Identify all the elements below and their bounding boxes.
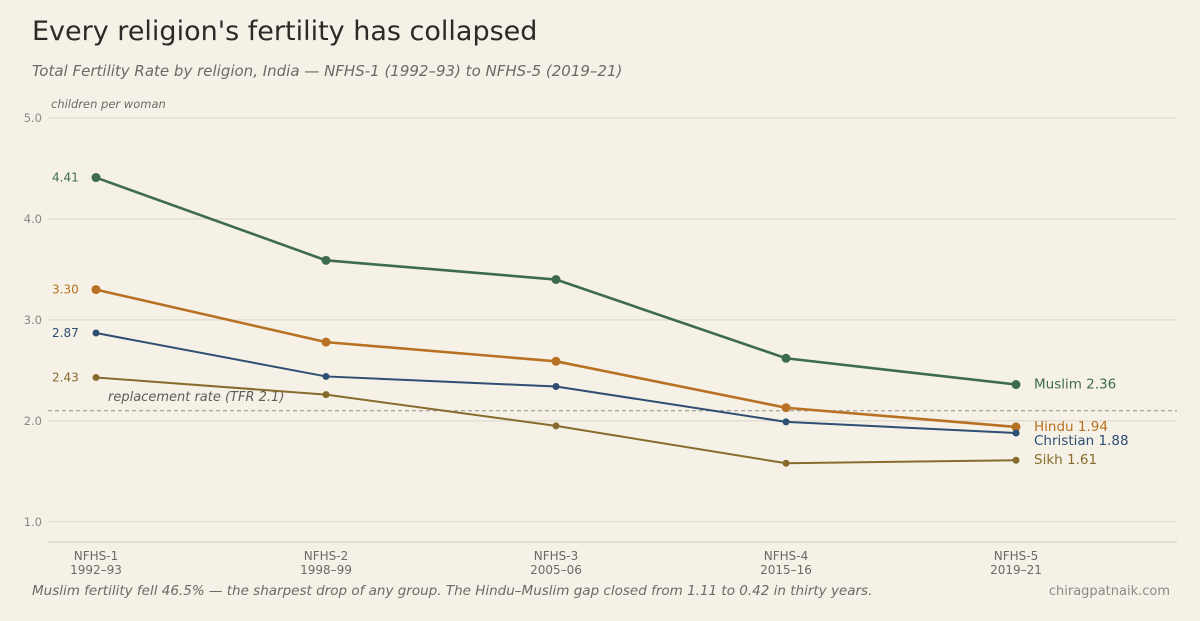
x-tick-label: NFHS-4	[764, 549, 808, 563]
x-tick-label: NFHS-2	[304, 549, 348, 563]
data-point-hindu	[91, 285, 101, 295]
x-tick-label: NFHS-5	[994, 549, 1038, 563]
y-tick-label: 2.0	[24, 414, 42, 428]
data-point-sikh	[322, 391, 330, 399]
start-value-label-muslim: 4.41	[52, 171, 79, 185]
chart-footnote: Muslim fertility fell 46.5% — the sharpe…	[32, 583, 873, 599]
x-tick-label: NFHS-1	[74, 549, 118, 563]
x-tick-period: 1998–99	[300, 563, 352, 577]
x-tick-label: NFHS-3	[534, 549, 578, 563]
x-tick-period: 2005–06	[530, 563, 582, 577]
data-point-hindu	[1011, 422, 1021, 432]
source-credit: chiragpatnaik.com	[1048, 584, 1170, 599]
data-point-sikh	[782, 459, 790, 467]
y-tick-label: 3.0	[24, 313, 42, 327]
data-point-muslim	[551, 275, 561, 285]
replacement-rate-label: replacement rate (TFR 2.1)	[108, 390, 284, 405]
data-point-hindu	[551, 356, 561, 366]
start-value-label-sikh: 2.43	[52, 370, 79, 384]
end-label-christian: Christian 1.88	[1034, 433, 1129, 449]
x-tick-period: 1992–93	[70, 563, 122, 577]
end-label-hindu: Hindu 1.94	[1034, 419, 1108, 435]
x-tick-period: 2019–21	[990, 563, 1042, 577]
data-point-christian	[1012, 429, 1020, 437]
chart-title: Every religion's fertility has collapsed	[32, 16, 538, 47]
data-point-christian	[92, 329, 100, 337]
data-point-sikh	[552, 422, 560, 430]
data-point-hindu	[321, 337, 331, 347]
start-value-label-christian: 2.87	[52, 326, 79, 340]
y-tick-label: 5.0	[24, 111, 42, 125]
end-label-muslim: Muslim 2.36	[1034, 377, 1116, 393]
end-label-sikh: Sikh 1.61	[1034, 452, 1097, 468]
chart-subtitle: Total Fertility Rate by religion, India …	[32, 62, 623, 80]
data-point-muslim	[321, 255, 331, 265]
data-point-sikh	[1012, 456, 1020, 464]
data-point-muslim	[781, 353, 791, 363]
x-tick-period: 2015–16	[760, 563, 812, 577]
y-tick-label: 1.0	[24, 515, 42, 529]
data-point-hindu	[781, 403, 791, 413]
series-line-christian	[95, 332, 1017, 434]
data-point-sikh	[92, 373, 100, 381]
data-point-muslim	[91, 173, 101, 183]
data-point-christian	[552, 383, 560, 391]
start-value-label-hindu: 3.30	[52, 283, 79, 297]
data-point-christian	[782, 418, 790, 426]
data-point-christian	[322, 372, 330, 380]
y-axis-label: children per woman	[51, 97, 166, 111]
data-point-muslim	[1011, 380, 1021, 390]
y-tick-label: 4.0	[24, 212, 42, 226]
